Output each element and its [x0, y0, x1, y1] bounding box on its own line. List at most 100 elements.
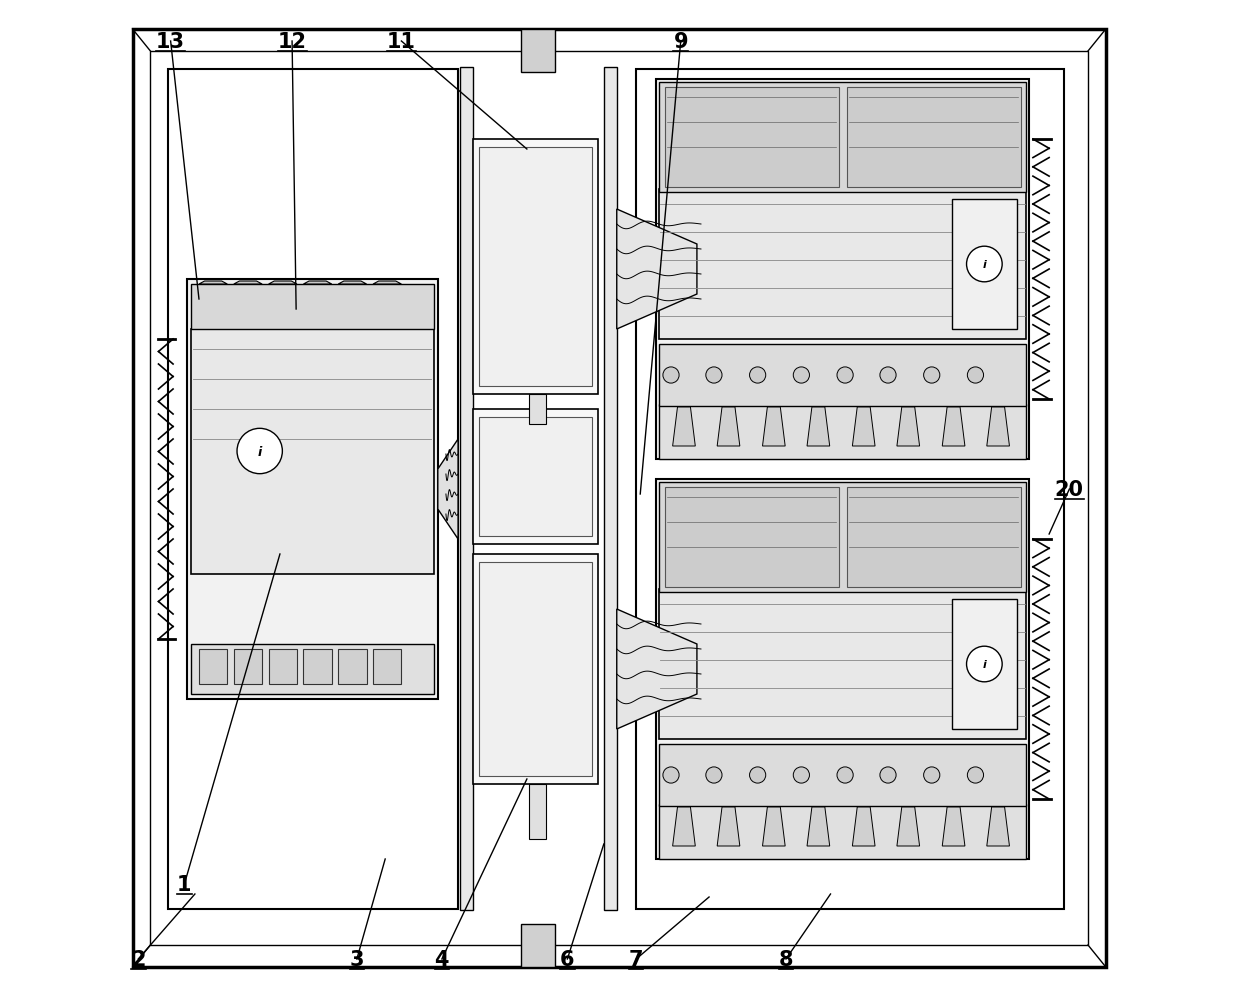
Text: 1: 1	[177, 875, 192, 894]
Polygon shape	[717, 407, 740, 446]
Circle shape	[663, 767, 680, 783]
Polygon shape	[672, 407, 696, 446]
Polygon shape	[942, 407, 965, 446]
Bar	[521, 924, 556, 967]
Polygon shape	[987, 807, 1009, 847]
Bar	[656, 80, 1029, 459]
Bar	[479, 147, 591, 386]
Bar	[460, 68, 472, 910]
Bar	[658, 590, 1027, 739]
Bar	[472, 409, 598, 545]
Polygon shape	[987, 407, 1009, 446]
Polygon shape	[304, 282, 332, 285]
Text: 11: 11	[387, 32, 415, 52]
Bar	[665, 88, 838, 188]
Polygon shape	[269, 282, 296, 285]
Polygon shape	[763, 407, 785, 446]
Bar	[187, 280, 438, 699]
Bar	[304, 649, 332, 684]
Polygon shape	[616, 610, 697, 729]
Text: 6: 6	[560, 949, 574, 969]
Polygon shape	[897, 807, 920, 847]
Bar	[521, 30, 556, 73]
Polygon shape	[807, 807, 830, 847]
Bar	[658, 404, 1027, 459]
Text: i: i	[982, 659, 986, 669]
Polygon shape	[672, 807, 696, 847]
Polygon shape	[897, 407, 920, 446]
Circle shape	[237, 429, 283, 474]
Bar	[191, 285, 434, 330]
Text: 20: 20	[1055, 479, 1084, 499]
Text: 13: 13	[156, 32, 185, 52]
Bar	[847, 487, 1021, 588]
Polygon shape	[616, 210, 697, 330]
Circle shape	[967, 767, 983, 783]
Circle shape	[966, 247, 1002, 283]
Circle shape	[749, 767, 766, 783]
Text: 8: 8	[779, 949, 794, 969]
Bar	[150, 52, 1087, 945]
Bar	[169, 70, 458, 909]
Circle shape	[924, 367, 940, 384]
Circle shape	[706, 367, 722, 384]
Circle shape	[794, 367, 810, 384]
Bar	[656, 479, 1029, 860]
Circle shape	[924, 767, 940, 783]
Text: 12: 12	[278, 32, 306, 52]
Polygon shape	[852, 407, 875, 446]
Circle shape	[837, 367, 853, 384]
Bar	[198, 649, 227, 684]
Bar	[339, 649, 367, 684]
Circle shape	[663, 367, 680, 384]
Bar	[472, 555, 598, 784]
Polygon shape	[807, 407, 830, 446]
Circle shape	[749, 367, 766, 384]
Polygon shape	[717, 807, 740, 847]
Bar	[665, 487, 838, 588]
Text: 3: 3	[350, 949, 365, 969]
Bar	[373, 649, 402, 684]
Circle shape	[967, 367, 983, 384]
Circle shape	[880, 767, 897, 783]
Text: 4: 4	[435, 949, 449, 969]
Bar	[472, 139, 598, 394]
Text: 9: 9	[673, 32, 688, 52]
Bar	[658, 744, 1027, 806]
Bar	[658, 482, 1027, 593]
Bar	[529, 394, 546, 424]
Polygon shape	[198, 282, 227, 285]
Bar	[529, 784, 546, 840]
Text: i: i	[982, 260, 986, 270]
Bar	[191, 330, 434, 575]
Polygon shape	[852, 807, 875, 847]
Bar	[604, 68, 616, 910]
Bar	[952, 600, 1017, 729]
Bar	[234, 649, 262, 684]
Polygon shape	[763, 807, 785, 847]
Bar	[479, 417, 591, 537]
Polygon shape	[438, 439, 458, 540]
Polygon shape	[942, 807, 965, 847]
Polygon shape	[339, 282, 367, 285]
Bar	[191, 644, 434, 694]
Text: 7: 7	[629, 949, 644, 969]
Bar	[658, 804, 1027, 860]
Circle shape	[837, 767, 853, 783]
Bar	[269, 649, 296, 684]
Polygon shape	[234, 282, 262, 285]
Bar	[658, 190, 1027, 340]
Bar	[847, 88, 1021, 188]
Text: i: i	[258, 445, 262, 458]
Bar	[658, 345, 1027, 406]
Bar	[658, 83, 1027, 193]
Circle shape	[706, 767, 722, 783]
Circle shape	[966, 647, 1002, 682]
Bar	[636, 70, 1064, 909]
Circle shape	[880, 367, 897, 384]
Circle shape	[794, 767, 810, 783]
Bar	[952, 200, 1017, 330]
Bar	[479, 563, 591, 776]
Polygon shape	[373, 282, 402, 285]
Text: 2: 2	[131, 949, 145, 969]
